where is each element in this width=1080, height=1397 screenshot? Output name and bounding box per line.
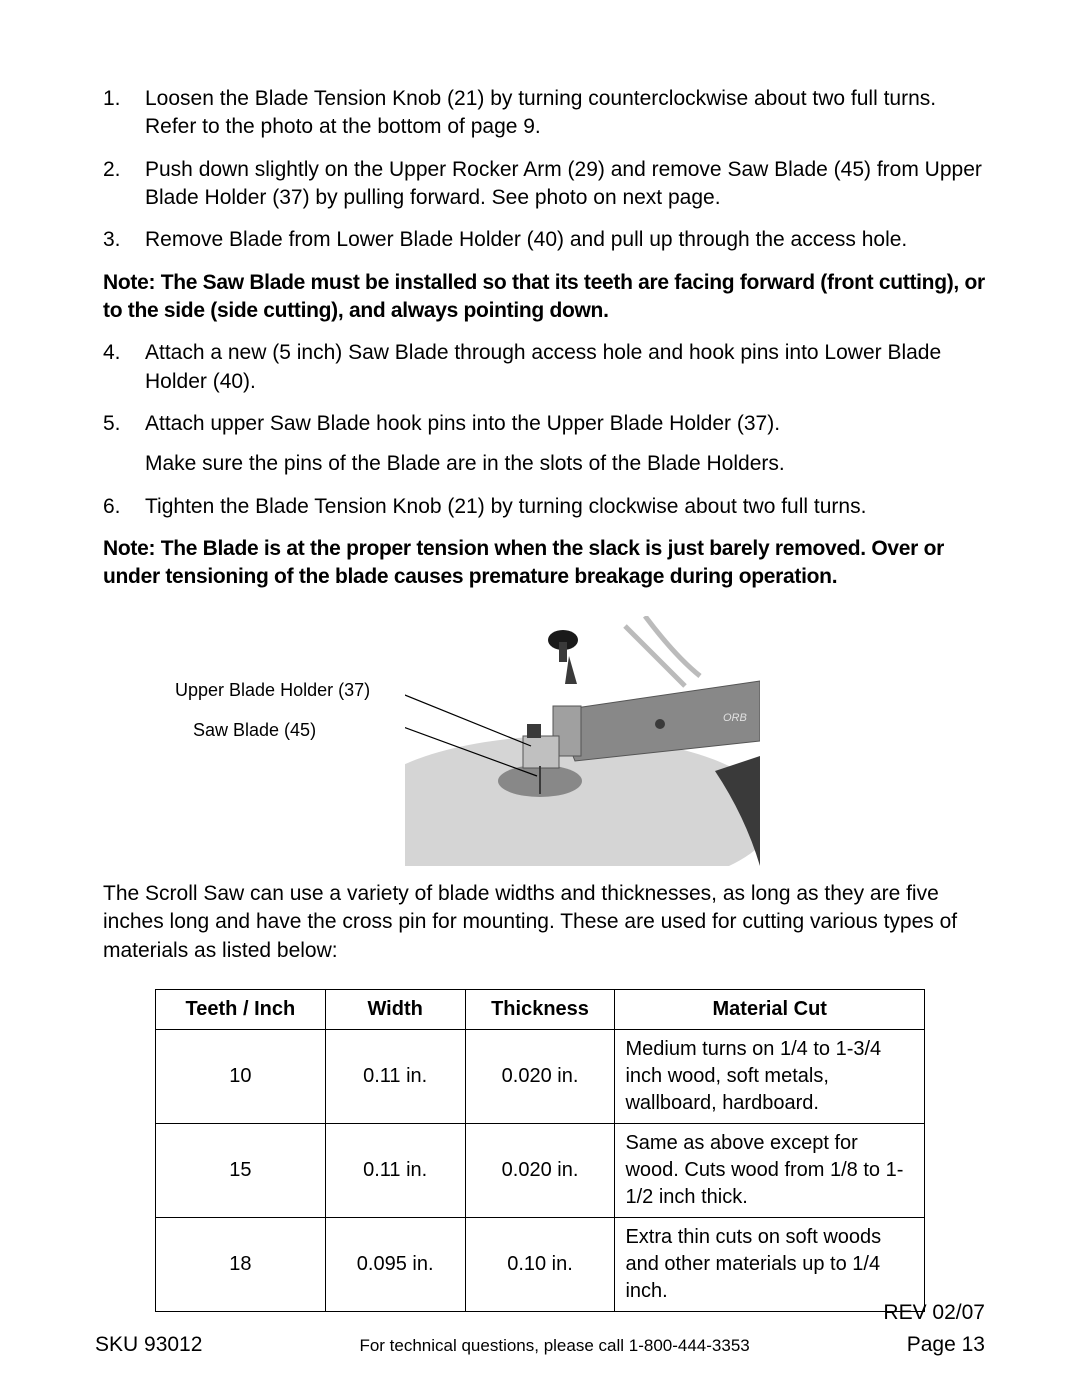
step-number: 1. — [95, 85, 145, 142]
cell-material: Same as above except for wood. Cuts wood… — [615, 1123, 925, 1217]
instruction-list-bot: 6. Tighten the Blade Tension Knob (21) b… — [95, 493, 985, 521]
step-number: 3. — [95, 226, 145, 254]
col-material: Material Cut — [615, 989, 925, 1029]
svg-text:ORB: ORB — [723, 712, 747, 724]
page-footer: REV 02/07 SKU 93012 For technical questi… — [95, 1301, 985, 1357]
cell-material: Extra thin cuts on soft woods and other … — [615, 1217, 925, 1311]
step-2: 2. Push down slightly on the Upper Rocke… — [95, 156, 985, 213]
blade-spec-table: Teeth / Inch Width Thickness Material Cu… — [155, 989, 925, 1312]
cell-material: Medium turns on 1/4 to 1-3/4 inch wood, … — [615, 1029, 925, 1123]
step-1: 1. Loosen the Blade Tension Knob (21) by… — [95, 85, 985, 142]
cell-width: 0.11 in. — [325, 1029, 465, 1123]
step-number: 6. — [95, 493, 145, 521]
step-number: 2. — [95, 156, 145, 213]
step-text: Tighten the Blade Tension Knob (21) by t… — [145, 493, 866, 521]
table-row: 15 0.11 in. 0.020 in. Same as above exce… — [156, 1123, 925, 1217]
col-teeth: Teeth / Inch — [156, 989, 326, 1029]
step-number: 4. — [95, 339, 145, 396]
col-width: Width — [325, 989, 465, 1029]
step-3: 3. Remove Blade from Lower Blade Holder … — [95, 226, 985, 254]
step-text: Loosen the Blade Tension Knob (21) by tu… — [145, 85, 985, 142]
label-upper-blade-holder: Upper Blade Holder (37) — [175, 678, 395, 702]
page-number: Page 13 — [907, 1333, 985, 1357]
support-phone: For technical questions, please call 1-8… — [359, 1336, 749, 1356]
step-4: 4. Attach a new (5 inch) Saw Blade throu… — [95, 339, 985, 396]
step-text: Remove Blade from Lower Blade Holder (40… — [145, 226, 907, 254]
page-content: 1. Loosen the Blade Tension Knob (21) by… — [95, 85, 985, 1312]
cell-width: 0.095 in. — [325, 1217, 465, 1311]
revision-label: REV 02/07 — [95, 1301, 985, 1325]
col-thickness: Thickness — [465, 989, 615, 1029]
cell-teeth: 15 — [156, 1123, 326, 1217]
table-header-row: Teeth / Inch Width Thickness Material Cu… — [156, 989, 925, 1029]
cell-teeth: 10 — [156, 1029, 326, 1123]
step-5: 5. Attach upper Saw Blade hook pins into… — [95, 410, 985, 438]
cell-thickness: 0.020 in. — [465, 1029, 615, 1123]
cell-teeth: 18 — [156, 1217, 326, 1311]
step-text: Attach upper Saw Blade hook pins into th… — [145, 410, 780, 438]
instruction-list-mid: 4. Attach a new (5 inch) Saw Blade throu… — [95, 339, 985, 438]
step-number: 5. — [95, 410, 145, 438]
step-5-continuation: Make sure the pins of the Blade are in t… — [145, 450, 985, 478]
cell-thickness: 0.020 in. — [465, 1123, 615, 1217]
step-6: 6. Tighten the Blade Tension Knob (21) b… — [95, 493, 985, 521]
sku-label: SKU 93012 — [95, 1333, 202, 1357]
table-row: 10 0.11 in. 0.020 in. Medium turns on 1/… — [156, 1029, 925, 1123]
step-text: Push down slightly on the Upper Rocker A… — [145, 156, 985, 213]
step-text: Attach a new (5 inch) Saw Blade through … — [145, 339, 985, 396]
cell-width: 0.11 in. — [325, 1123, 465, 1217]
label-saw-blade: Saw Blade (45) — [193, 718, 395, 742]
scroll-saw-diagram: ORB — [405, 616, 760, 866]
table-row: 18 0.095 in. 0.10 in. Extra thin cuts on… — [156, 1217, 925, 1311]
blade-variety-text: The Scroll Saw can use a variety of blad… — [103, 880, 985, 965]
note-2: Note: The Blade is at the proper tension… — [103, 535, 985, 592]
note-1: Note: The Saw Blade must be installed so… — [103, 269, 985, 326]
blade-diagram-figure: Upper Blade Holder (37) Saw Blade (45) — [175, 616, 985, 866]
diagram-labels: Upper Blade Holder (37) Saw Blade (45) — [175, 616, 395, 743]
cell-thickness: 0.10 in. — [465, 1217, 615, 1311]
instruction-list-top: 1. Loosen the Blade Tension Knob (21) by… — [95, 85, 985, 255]
